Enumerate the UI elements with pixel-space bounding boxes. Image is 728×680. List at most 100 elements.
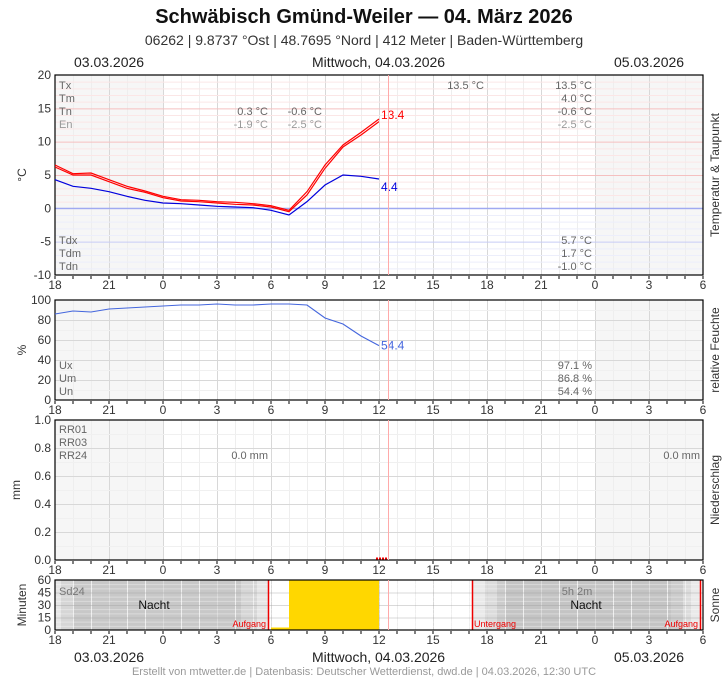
x-tick-label: 18 xyxy=(480,633,494,647)
stat-label: Tdm xyxy=(59,248,81,260)
date-left-bottom: 03.03.2026 xyxy=(74,649,145,665)
date-left-top: 03.03.2026 xyxy=(74,54,145,70)
x-tick-label: 15 xyxy=(426,633,440,647)
sd24-label: Sd24 xyxy=(59,586,85,598)
svg-text:5.7 °C: 5.7 °C xyxy=(561,235,592,247)
y-tick-label: 15 xyxy=(38,611,52,625)
sunshine-bar xyxy=(289,580,307,630)
stat-label: Tx xyxy=(59,80,72,92)
page-title: Schwäbisch Gmünd-Weiler — 04. März 2026 xyxy=(155,6,573,28)
svg-text:4.0 °C: 4.0 °C xyxy=(561,93,592,105)
night-label-right: Nacht xyxy=(570,598,602,612)
sunshine-bar xyxy=(325,580,343,630)
x-tick-label: 0 xyxy=(592,403,599,417)
x-tick-label: 9 xyxy=(322,563,329,577)
x-tick-label: 21 xyxy=(102,633,116,647)
y-tick-label: 0.6 xyxy=(34,469,51,483)
precipitation-chart: 1.0 0.8 0.6 0.4 0.2 0.0 18 21 0 3 6 9 12 15 18 21 0 3 6 m… xyxy=(9,413,722,577)
x-tick-label: 15 xyxy=(426,403,440,417)
x-tick-label: 3 xyxy=(646,403,653,417)
series-line xyxy=(54,174,380,216)
stat-label: En xyxy=(59,119,72,131)
sunshine-bar xyxy=(343,580,361,630)
y-tick-label: 20 xyxy=(38,373,52,387)
svg-text:13.5 °C: 13.5 °C xyxy=(447,80,484,92)
sunrise-label: Aufgang xyxy=(232,619,266,629)
stat-label: Tdx xyxy=(59,235,78,247)
station-info: 06262 | 9.8737 °Ost | 48.7695 °Nord | 41… xyxy=(144,32,584,48)
x-tick-label: 21 xyxy=(102,563,116,577)
y-tick-label: 0.4 xyxy=(34,497,51,511)
svg-text:54.4 %: 54.4 % xyxy=(558,386,592,398)
sunset-label: Untergang xyxy=(474,619,516,629)
precip-y-axis-label: mm xyxy=(9,480,23,500)
x-tick-label: 6 xyxy=(268,278,275,292)
x-tick-label: 21 xyxy=(102,278,116,292)
svg-text:0.0 mm: 0.0 mm xyxy=(663,450,700,462)
y-tick-label: 60 xyxy=(38,333,52,347)
date-right-bottom: 05.03.2026 xyxy=(614,649,685,665)
y-tick-label: 20 xyxy=(38,68,52,82)
x-tick-label: 6 xyxy=(700,563,707,577)
x-tick-label: 12 xyxy=(372,633,386,647)
sunshine-bar xyxy=(271,627,289,630)
series-line xyxy=(54,303,380,347)
x-tick-label: 3 xyxy=(214,403,221,417)
humidity-chart-title: relative Feuchte xyxy=(708,307,722,393)
last-value-label: 4.4 xyxy=(381,180,398,194)
x-tick-label: 15 xyxy=(426,563,440,577)
stat-label: RR01 xyxy=(59,424,87,436)
series-line xyxy=(54,118,380,212)
x-tick-label: 9 xyxy=(322,403,329,417)
x-tick-label: 6 xyxy=(700,278,707,292)
sunshine-total: 5h 2m xyxy=(562,586,593,598)
y-tick-label: 80 xyxy=(38,313,52,327)
x-tick-label: 0 xyxy=(592,278,599,292)
series-line xyxy=(54,121,380,213)
x-tick-label: 6 xyxy=(268,633,275,647)
stat-label: Ux xyxy=(59,360,73,372)
y-tick-label: 60 xyxy=(38,573,52,587)
x-tick-label: 0 xyxy=(160,403,167,417)
stat-label: Um xyxy=(59,373,76,385)
y-tick-label: -5 xyxy=(40,235,51,249)
last-value-label: 54.4 xyxy=(381,339,405,353)
y-tick-label: -10 xyxy=(34,268,52,282)
x-tick-label: 18 xyxy=(480,563,494,577)
x-tick-label: 3 xyxy=(646,563,653,577)
svg-text:-0.6 °C: -0.6 °C xyxy=(558,106,592,118)
y-tick-label: 5 xyxy=(44,168,51,182)
y-tick-label: 0.2 xyxy=(34,525,51,539)
svg-text:-1.0 °C: -1.0 °C xyxy=(558,261,592,273)
svg-text:86.8 %: 86.8 % xyxy=(558,373,592,385)
svg-text:-2.5 °C: -2.5 °C xyxy=(288,119,322,131)
y-tick-label: 30 xyxy=(38,598,52,612)
x-tick-label: 21 xyxy=(534,633,548,647)
x-tick-label: 18 xyxy=(48,278,62,292)
y-tick-label: 0 xyxy=(44,201,51,215)
svg-text:97.1 %: 97.1 % xyxy=(558,360,592,372)
stat-label: Tn xyxy=(59,106,72,118)
sunshine-bar xyxy=(361,580,379,630)
x-tick-label: 0 xyxy=(592,563,599,577)
temp-y-axis-label: °C xyxy=(15,168,29,182)
x-tick-label: 21 xyxy=(534,278,548,292)
precip-chart-title: Niederschlag xyxy=(708,455,722,525)
x-tick-label: 21 xyxy=(102,403,116,417)
x-tick-label: 0 xyxy=(160,278,167,292)
x-tick-label: 15 xyxy=(426,278,440,292)
night-label-left: Nacht xyxy=(138,598,170,612)
stat-label: Un xyxy=(59,386,73,398)
svg-text:0.3 °C: 0.3 °C xyxy=(237,106,268,118)
svg-text:0.0 mm: 0.0 mm xyxy=(231,450,268,462)
x-tick-label: 3 xyxy=(646,278,653,292)
x-tick-label: 18 xyxy=(48,633,62,647)
x-tick-label: 12 xyxy=(372,403,386,417)
svg-text:-0.6 °C: -0.6 °C xyxy=(288,106,322,118)
y-tick-label: 40 xyxy=(38,353,52,367)
x-tick-label: 18 xyxy=(480,403,494,417)
y-tick-label: 45 xyxy=(38,586,52,600)
sunrise-label-next: Aufgang xyxy=(664,619,698,629)
